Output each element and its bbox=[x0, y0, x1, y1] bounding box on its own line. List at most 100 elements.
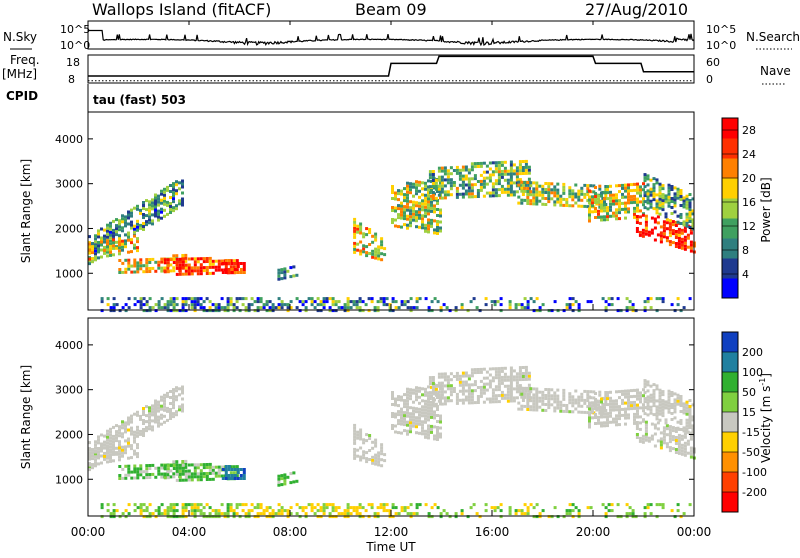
velocity-cell bbox=[148, 512, 152, 516]
power-cell bbox=[644, 217, 648, 221]
velocity-cell bbox=[433, 437, 436, 441]
power-cell bbox=[624, 207, 627, 211]
velocity-cell bbox=[427, 424, 430, 428]
power-cell bbox=[550, 197, 554, 201]
power-cell bbox=[427, 206, 430, 210]
power-cell bbox=[659, 237, 663, 241]
velocity-cell bbox=[656, 421, 660, 425]
power-cell bbox=[280, 277, 284, 281]
power-ytick-label-3000: 3000 bbox=[55, 178, 83, 191]
velocity-cell bbox=[649, 399, 653, 403]
velocity-cell bbox=[424, 387, 427, 391]
power-cell bbox=[604, 185, 608, 188]
velocity-cell bbox=[646, 407, 650, 411]
velocity-cell bbox=[377, 451, 381, 455]
velocity-cell bbox=[500, 369, 504, 373]
power-cell bbox=[643, 173, 647, 177]
power-cell bbox=[133, 303, 137, 307]
velocity-cell bbox=[178, 466, 182, 470]
velocity-cell bbox=[178, 463, 182, 467]
power-cell bbox=[621, 201, 624, 205]
power-cell bbox=[506, 187, 510, 191]
power-cell bbox=[112, 303, 116, 307]
power-cell bbox=[397, 204, 400, 208]
power-cell bbox=[400, 204, 403, 208]
power-cell bbox=[415, 306, 419, 310]
power-cell bbox=[644, 232, 648, 236]
velocity-cell bbox=[655, 503, 659, 507]
power-cell bbox=[238, 309, 242, 313]
power-cell bbox=[460, 303, 464, 307]
velocity-cell bbox=[400, 419, 403, 423]
power-cell bbox=[241, 297, 245, 301]
velocity-cell bbox=[461, 383, 465, 387]
velocity-cell bbox=[547, 391, 551, 395]
power-cell bbox=[88, 248, 91, 252]
power-cell bbox=[148, 258, 152, 261]
velocity-cell bbox=[406, 432, 409, 436]
velocity-cell bbox=[163, 393, 166, 397]
velocity-cell bbox=[464, 380, 468, 384]
power-cell bbox=[624, 216, 627, 220]
power-cell bbox=[665, 218, 669, 222]
velocity-cell bbox=[139, 470, 143, 474]
velocity-cell bbox=[436, 396, 439, 399]
power-cell bbox=[490, 300, 494, 304]
velocity-cell bbox=[664, 403, 668, 407]
velocity-cell bbox=[409, 424, 412, 428]
power-cell bbox=[427, 221, 430, 225]
power-cell bbox=[316, 309, 320, 313]
power-cell bbox=[418, 189, 421, 193]
power-cell bbox=[667, 189, 671, 193]
power-cell bbox=[437, 169, 441, 173]
velocity-cell bbox=[653, 423, 657, 427]
power-cell bbox=[172, 266, 176, 270]
power-cell bbox=[646, 183, 650, 187]
velocity-cell bbox=[409, 394, 412, 398]
velocity-cell bbox=[562, 391, 566, 395]
velocity-cell bbox=[520, 512, 524, 516]
velocity-cell bbox=[524, 389, 528, 393]
power-cell bbox=[310, 303, 314, 307]
velocity-cell bbox=[473, 371, 477, 375]
power-cell bbox=[618, 190, 621, 194]
velocity-cell bbox=[639, 400, 642, 404]
velocity-cell bbox=[202, 515, 206, 519]
power-cell bbox=[169, 300, 173, 304]
velocity-cell bbox=[346, 509, 350, 513]
power-cell bbox=[353, 226, 357, 230]
power-cell bbox=[535, 199, 539, 203]
velocity-cell bbox=[680, 437, 684, 441]
velocity-cell bbox=[667, 398, 671, 402]
velocity-cell bbox=[643, 506, 647, 510]
power-cell bbox=[521, 193, 525, 196]
velocity-cell bbox=[682, 411, 686, 415]
velocity-cell bbox=[175, 509, 179, 513]
power-cell bbox=[668, 240, 672, 244]
power-cell bbox=[145, 264, 149, 268]
velocity-cell bbox=[601, 503, 605, 507]
velocity-cell bbox=[658, 412, 662, 416]
velocity-cell bbox=[374, 456, 378, 460]
power-cell bbox=[208, 262, 212, 266]
velocity-cell bbox=[434, 384, 438, 388]
power-cell bbox=[520, 189, 524, 193]
velocity-cell bbox=[674, 451, 678, 454]
power-cell bbox=[199, 303, 203, 307]
power-cell bbox=[427, 309, 431, 313]
velocity-cell bbox=[421, 420, 424, 424]
power-cell bbox=[427, 194, 430, 198]
velocity-cell bbox=[449, 393, 453, 397]
velocity-cell bbox=[440, 402, 444, 406]
power-cell bbox=[160, 210, 163, 214]
power-cell bbox=[470, 177, 474, 181]
velocity-cell bbox=[121, 423, 124, 427]
power-cell bbox=[224, 259, 228, 262]
velocity-cell bbox=[124, 439, 127, 443]
velocity-cell bbox=[431, 391, 435, 394]
power-cell bbox=[500, 160, 504, 164]
power-cell bbox=[127, 231, 130, 235]
velocity-cell bbox=[556, 403, 560, 407]
power-cell bbox=[470, 165, 474, 169]
